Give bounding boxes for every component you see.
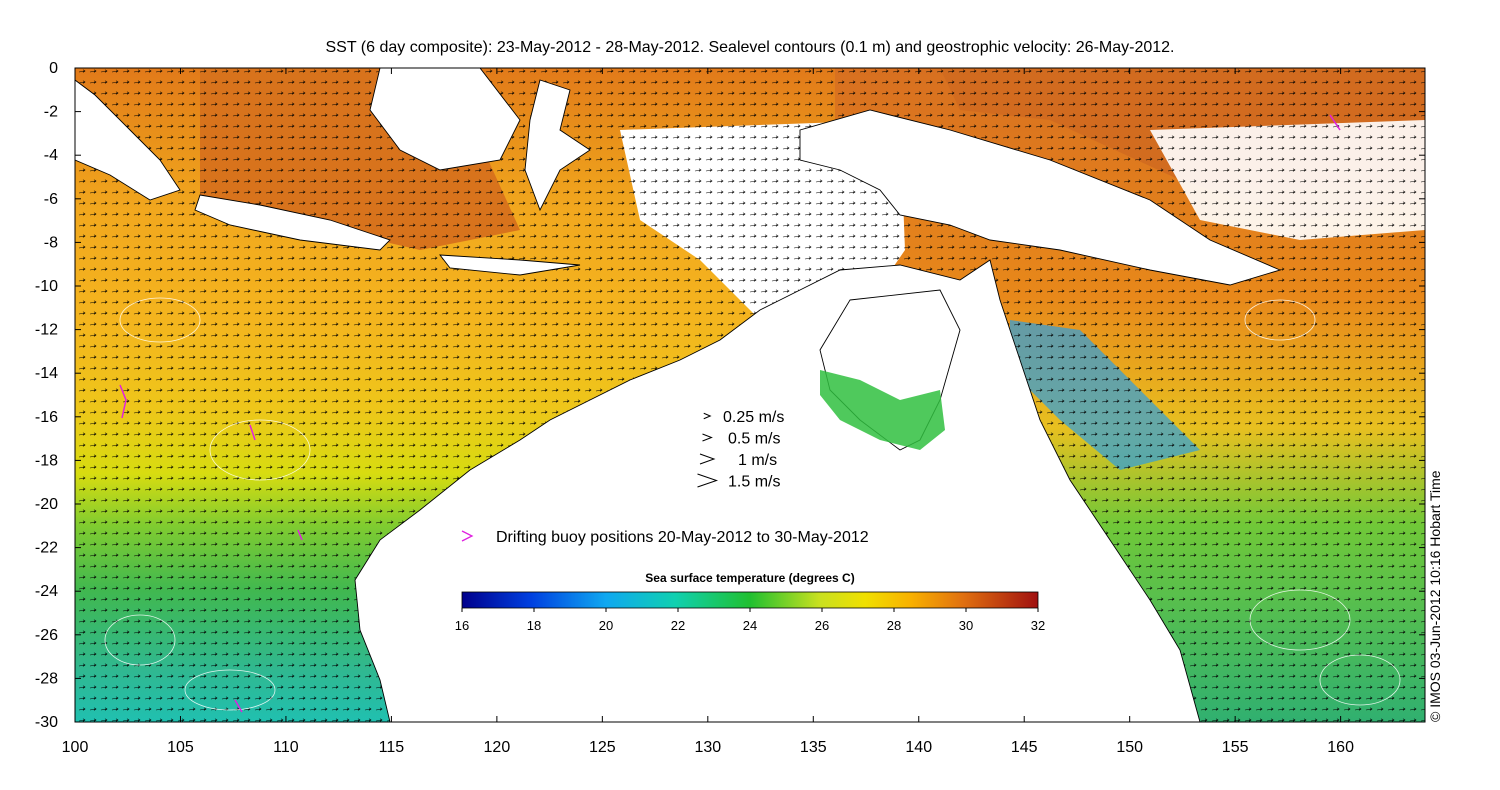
x-tick-label: 145 [1011,739,1038,756]
buoy-legend-marker [461,530,474,542]
buoy-legend-label: Drifting buoy positions 20-May-2012 to 3… [496,529,869,546]
velocity-legend-label: 1 m/s [738,452,777,469]
y-tick-label: -26 [35,627,58,644]
y-tick-label: -30 [35,714,58,731]
y-tick-label: 0 [49,60,58,77]
colorbar-tick-label: 20 [599,618,613,633]
colorbar-tick-label: 18 [527,618,541,633]
land-sulawesi [524,79,591,212]
colorbar-ticks: 16 18 20 22 24 26 28 30 32 [455,608,1045,633]
y-axis-ticks: 0 -2 -4 -6 -8 -10 -12 -14 -16 -18 -20 -22 -24 -26 -28 -… [35,60,1425,731]
velocity-legend-label: 0.5 m/s [728,431,780,448]
colorbar-tick-label: 30 [959,618,973,633]
colorbar-tick-label: 16 [455,618,469,633]
x-tick-label: 130 [694,739,721,756]
land-new-guinea [799,109,1282,286]
colorbar-tick-label: 26 [815,618,829,633]
colorbar-tick-label: 32 [1031,618,1045,633]
x-tick-label: 120 [484,739,511,756]
velocity-legend-arrow [702,433,713,442]
y-tick-label: -20 [35,496,58,513]
y-tick-label: -24 [35,583,58,600]
y-tick-label: -16 [35,409,58,426]
x-tick-label: 135 [800,739,827,756]
land-sumatra [75,79,181,201]
y-tick-label: -22 [35,540,58,557]
x-tick-label: 125 [589,739,616,756]
x-tick-label: 100 [62,739,89,756]
x-tick-label: 140 [905,739,932,756]
sealevel-contours [104,297,1401,711]
x-tick-label: 105 [167,739,194,756]
plot-frame [74,67,1426,723]
y-tick-label: -14 [35,365,58,382]
x-tick-label: 150 [1116,739,1143,756]
y-tick-label: -6 [44,191,58,208]
y-tick-label: -10 [35,278,58,295]
x-tick-label: 110 [273,739,299,756]
buoy-legend: Drifting buoy positions 20-May-2012 to 3… [461,529,869,546]
land-sunda [439,254,581,276]
map-title: SST (6 day composite): 23-May-2012 - 28-… [326,39,1175,56]
x-tick-label: 155 [1222,739,1249,756]
y-tick-label: -18 [35,452,58,469]
y-tick-label: -4 [44,147,58,164]
colorbar-gradient [461,591,1039,609]
y-tick-label: -8 [44,234,58,251]
land-java [194,194,391,251]
colorbar-tick-label: 28 [887,618,901,633]
x-tick-label: 115 [379,739,405,756]
velocity-legend-arrow [697,473,719,488]
velocity-legend-arrow [699,453,716,465]
y-tick-label: -2 [44,104,58,121]
colorbar: Sea surface temperature (degrees C) 16 18… [455,571,1045,633]
sst-gulf-ring [820,370,945,450]
colorbar-tick-label: 24 [743,618,757,633]
y-tick-label: -28 [35,670,58,687]
x-axis-ticks: 100 105 110 115 120 125 130 135 140 145 150 155 160 [62,68,1354,756]
colorbar-tick-label: 22 [671,618,685,633]
colorbar-title: Sea surface temperature (degrees C) [645,571,854,585]
land-borneo [369,68,521,171]
velocity-legend-arrow [703,412,712,420]
credit-label: © IMOS 03-Jun-2012 10:16 Hobart Time [1427,470,1443,722]
velocity-legend: 0.25 m/s 0.5 m/s 1 m/s 1.5 m/s [697,409,784,491]
x-tick-label: 160 [1327,739,1354,756]
y-tick-label: -12 [35,322,58,339]
velocity-legend-label: 1.5 m/s [728,474,780,491]
buoy-tracks [119,114,1341,713]
velocity-legend-label: 0.25 m/s [723,409,784,426]
